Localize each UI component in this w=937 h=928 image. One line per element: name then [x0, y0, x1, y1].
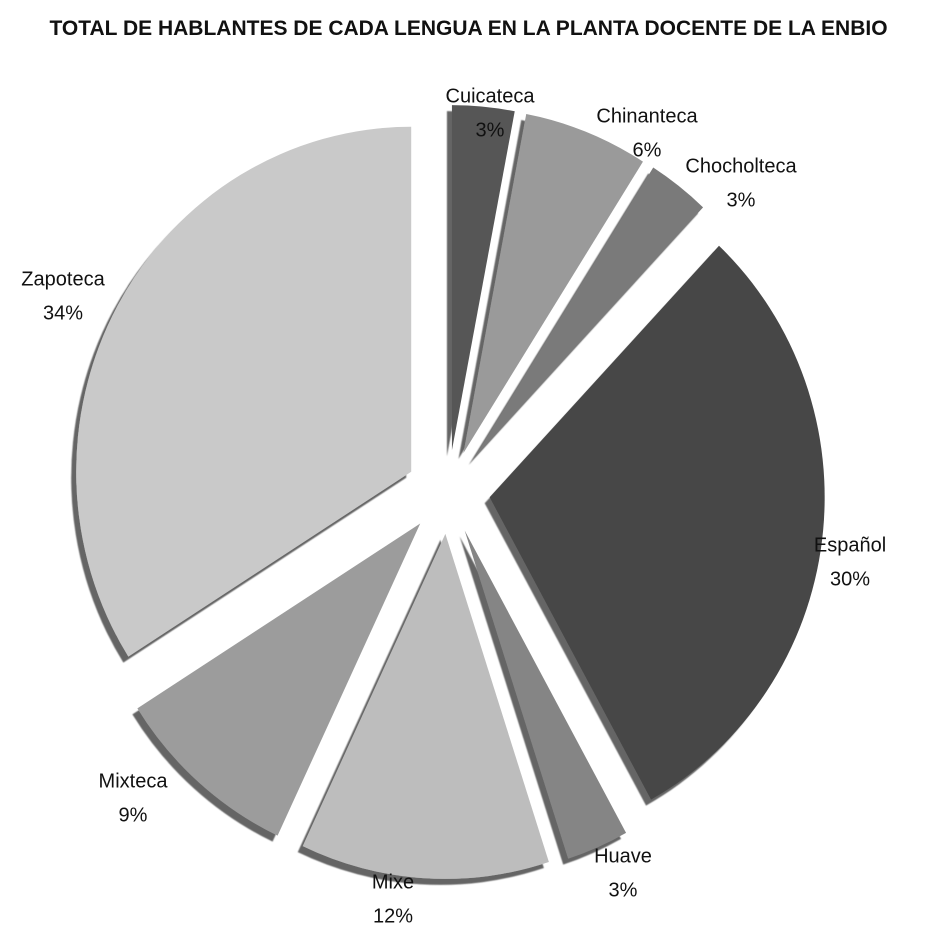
- slice-value-label: 3%: [727, 189, 756, 211]
- slice-value-label: 9%: [119, 804, 148, 826]
- slice-value-label: 3%: [609, 879, 638, 901]
- pie-slice: [76, 126, 412, 657]
- slice-label: Zapoteca: [21, 268, 105, 290]
- pie-slice: [464, 530, 627, 859]
- slice-label: Cuicateca: [446, 85, 536, 107]
- slice-label: Chocholteca: [685, 155, 797, 177]
- pie-slice: [463, 114, 643, 453]
- slice-label: Español: [814, 534, 886, 556]
- slice-value-label: 3%: [476, 119, 505, 141]
- chart-title: TOTAL DE HABLANTES DE CADA LENGUA EN LA …: [49, 17, 888, 40]
- pie-slice: [137, 523, 421, 836]
- slice-label: Huave: [594, 845, 652, 867]
- pie-slice: [473, 167, 704, 459]
- pie-slice: [302, 533, 549, 879]
- slice-label: Mixteca: [99, 770, 169, 792]
- slice-label: Mixe: [372, 871, 414, 893]
- slice-value-label: 6%: [633, 139, 662, 161]
- slice-value-label: 12%: [373, 905, 413, 927]
- slice-label: Chinanteca: [596, 105, 698, 127]
- pie-slice: [451, 105, 515, 451]
- slice-value-label: 34%: [43, 302, 83, 324]
- slice-value-label: 30%: [830, 568, 870, 590]
- pie-slice: [489, 245, 825, 800]
